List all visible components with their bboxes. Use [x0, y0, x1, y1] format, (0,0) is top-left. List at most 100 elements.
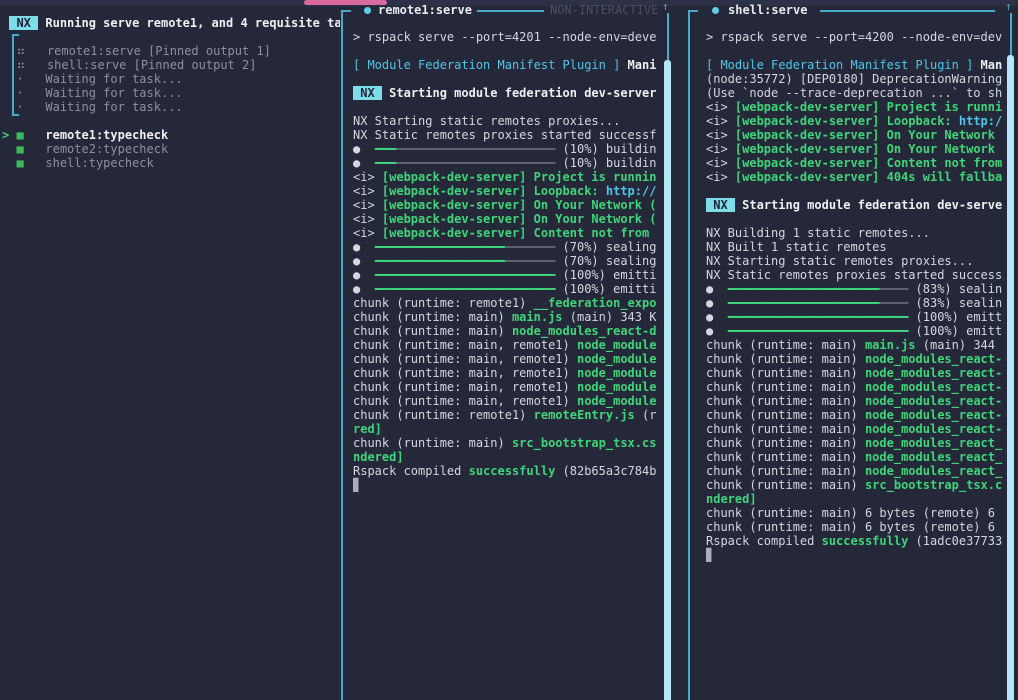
text-segment: Rspack compiled	[706, 534, 822, 548]
terminal-line: red]	[353, 422, 659, 436]
terminal-line: > rspack serve --port=4200 --node-env=de…	[706, 30, 1006, 44]
text-segment: <i>	[706, 114, 735, 128]
terminal-pane-remote1-serve[interactable]: remote1:serve NON-INTERACTIVE ↑ > rspack…	[340, 0, 686, 700]
text-segment: chunk (runtime: main)	[706, 408, 865, 422]
terminal-pane-shell-serve[interactable]: shell:serve ↑ > rspack serve --port=4200…	[686, 0, 1018, 700]
terminal-line: chunk (runtime: remote1) __federation_ex…	[353, 296, 659, 310]
terminal-line: ndered]	[353, 450, 659, 464]
terminal-line: chunk (runtime: main) 6 bytes (remote) 6	[706, 520, 1006, 534]
task-row[interactable]: ■ shell:typecheck	[2, 156, 340, 170]
pane-title: remote1:serve	[378, 3, 472, 17]
text-segment: Waiting for task...	[45, 86, 183, 100]
cursor-block: ▊	[706, 548, 1006, 562]
text-segment	[24, 142, 46, 156]
text-segment: chunk (runtime: main)	[706, 436, 865, 450]
task-list-pane[interactable]: NX Running serve remote1, and 4 requisit…	[0, 0, 340, 700]
terminal-line: chunk (runtime: main) main.js (main) 344	[706, 338, 1006, 352]
status-dot-icon	[364, 7, 371, 14]
terminal-line: chunk (runtime: main) node_modules_react…	[706, 366, 1006, 380]
scrollbar-thumb[interactable]	[664, 60, 671, 700]
terminal-line: <i> [webpack-dev-server] 404s will fallb…	[706, 170, 1006, 184]
scrollbar-track[interactable]	[667, 13, 669, 60]
text-segment	[24, 72, 46, 86]
text-segment: src_bootstrap_tsx.cs	[511, 436, 657, 450]
terminal-line: chunk (runtime: main) 6 bytes (remote) 6	[706, 506, 1006, 520]
text-segment: node_modules_react-	[864, 366, 1003, 380]
text-segment: NX	[9, 16, 39, 30]
text-segment: ·	[16, 86, 24, 100]
text-segment: (10%) buildin	[555, 156, 657, 170]
terminal-line: chunk (runtime: main) src_bootstrap_tsx.…	[706, 478, 1006, 492]
text-segment: (83%) sealin	[908, 282, 1003, 296]
terminal-line: NX Built 1 static remotes	[706, 240, 1006, 254]
text-segment	[2, 156, 16, 170]
task-row[interactable]: ■ remote2:typecheck	[2, 142, 340, 156]
scrollbar-thumb[interactable]	[1007, 55, 1014, 700]
task-group-bracket	[12, 34, 14, 116]
text-segment: node_module	[576, 352, 657, 366]
text-segment: ━━━━━━━━━━━━━━━━━━	[374, 254, 505, 268]
terminal-line: <i> [webpack-dev-server] Loopback: http:…	[353, 184, 659, 198]
text-segment: ndered]	[353, 450, 404, 464]
scrollbar-track[interactable]	[1010, 13, 1012, 55]
text-segment: ──────────────────────	[396, 156, 556, 170]
text-segment: chunk (runtime: main)	[353, 436, 512, 450]
task-row[interactable]: · Waiting for task...	[2, 86, 340, 100]
text-segment: <i>	[706, 156, 735, 170]
text-segment: http://	[605, 184, 657, 198]
task-row-selected[interactable]: > ■ remote1:typecheck	[2, 128, 340, 142]
text-segment: ●	[706, 324, 728, 338]
text-segment	[2, 100, 16, 114]
text-segment: chunk (runtime: main)	[706, 450, 865, 464]
terminal-line: chunk (runtime: remote1) remoteEntry.js …	[353, 408, 659, 422]
terminal-line: chunk (runtime: main) node_modules_react…	[706, 436, 1006, 450]
terminal-line: NX Static remotes proxies started succes…	[706, 268, 1006, 282]
terminal-line: ● ━━━━━━━━━━━━━━━━━━━━━━━━━ (100%) emitt…	[353, 282, 659, 296]
text-segment: Man	[980, 58, 1003, 72]
text-segment: node_module	[576, 338, 657, 352]
text-segment: ────	[879, 296, 909, 310]
text-segment: chunk (runtime: main) 6 bytes (remote) 6	[706, 506, 995, 520]
text-segment: chunk (runtime: main)	[706, 352, 865, 366]
text-segment: [ Module Federation Manifest Plugin ]	[706, 58, 974, 72]
terminal-line: chunk (runtime: main, remote1) node_modu…	[353, 352, 659, 366]
text-segment	[2, 86, 16, 100]
terminal-line: chunk (runtime: main) node_modules_react…	[706, 380, 1006, 394]
text-segment: [webpack-dev-server] Project is runni	[734, 100, 1003, 114]
text-segment: main.js	[864, 338, 916, 352]
text-segment: ndered]	[706, 492, 757, 506]
scroll-up-arrow-icon[interactable]: ↑	[662, 0, 669, 13]
text-segment: chunk (runtime: main)	[353, 324, 512, 338]
text-segment: <i>	[353, 212, 382, 226]
pane-border-top	[477, 10, 544, 12]
text-segment: <i>	[353, 170, 382, 184]
task-row[interactable]: ⠶ remote1:serve [Pinned output 1]	[2, 44, 340, 58]
terminal-line: > rspack serve --port=4201 --node-env=de…	[353, 30, 659, 44]
task-row[interactable]: ⠶ shell:serve [Pinned output 2]	[2, 58, 340, 72]
text-segment: node_modules_react_	[864, 436, 1003, 450]
terminal-line: chunk (runtime: main) node_modules_react…	[706, 352, 1006, 366]
text-segment: chunk (runtime: remote1)	[353, 296, 534, 310]
task-row[interactable]: · Waiting for task...	[2, 72, 340, 86]
text-segment	[24, 100, 46, 114]
text-segment: [webpack-dev-server] On Your Network	[734, 128, 995, 142]
terminal-line: chunk (runtime: main) node_modules_react…	[706, 408, 1006, 422]
text-segment: chunk (runtime: main)	[706, 380, 865, 394]
text-segment	[2, 58, 16, 72]
text-segment: chunk (runtime: main)	[706, 366, 865, 380]
task-row[interactable]: · Waiting for task...	[2, 100, 340, 114]
terminal-line: Rspack compiled successfully (1adc0e3773…	[706, 534, 1006, 548]
text-segment: chunk (runtime: main, remote1)	[353, 338, 577, 352]
text-segment: (70%) sealing	[555, 240, 657, 254]
text-segment: NX	[706, 198, 735, 212]
text-segment: node_modules_react-	[864, 422, 1003, 436]
terminal-line: NX Starting static remotes proxies...	[353, 114, 659, 128]
text-segment: ■	[16, 142, 24, 156]
text-segment: > rspack serve --port=4200 --node-env=de…	[706, 30, 1003, 44]
text-segment: chunk (runtime: main)	[706, 422, 865, 436]
text-segment: node_module	[576, 380, 657, 394]
text-segment: red]	[353, 422, 382, 436]
terminal-line: NX Static remotes proxies started succes…	[353, 128, 659, 142]
scroll-up-arrow-icon[interactable]: ↑	[1005, 0, 1012, 13]
text-segment: node_modules_react-	[864, 352, 1003, 366]
